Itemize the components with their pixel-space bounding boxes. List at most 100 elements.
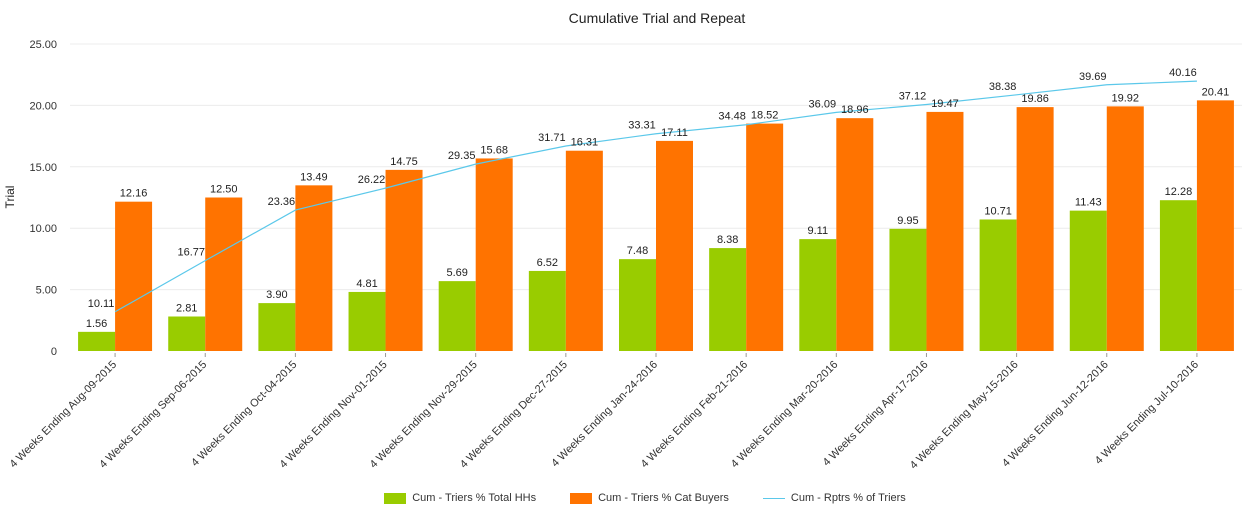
bar-triers-cat-buyers <box>656 140 693 351</box>
bar-triers-cat-buyers <box>295 185 333 351</box>
data-label-rptrs-of-triers: 31.71 <box>538 132 566 144</box>
data-label-triers-cat-buyers: 18.52 <box>751 110 779 122</box>
x-tick-label: 4 Weeks Ending Mar-20-2016 <box>729 359 841 471</box>
x-tick-label: 4 Weeks Ending Dec-27-2015 <box>458 359 570 471</box>
bar-triers-cat-buyers <box>1106 106 1144 351</box>
data-label-triers-cat-buyers: 18.96 <box>841 104 869 116</box>
bar-triers-cat-buyers <box>475 158 513 351</box>
legend-label: Cum - Triers % Total HHs <box>412 492 537 504</box>
data-label-rptrs-of-triers: 39.69 <box>1079 71 1107 83</box>
data-label-rptrs-of-triers: 29.35 <box>448 150 476 162</box>
data-label-rptrs-of-triers: 16.77 <box>177 247 205 259</box>
bar-triers-total-hhs <box>709 248 747 351</box>
x-tick-label: 4 Weeks Ending Apr-17-2016 <box>821 359 931 469</box>
y-tick-label: 25.00 <box>29 39 57 51</box>
legend-swatch-orange <box>570 492 593 504</box>
bar-triers-cat-buyers <box>565 150 603 351</box>
legend-swatch-line <box>762 497 785 499</box>
bar-triers-cat-buyers <box>115 201 153 351</box>
data-label-triers-total-hhs: 4.81 <box>356 278 377 290</box>
data-label-triers-total-hhs: 9.11 <box>808 225 829 237</box>
data-label-rptrs-of-triers: 36.09 <box>809 98 837 110</box>
data-label-triers-cat-buyers: 14.75 <box>390 156 418 168</box>
data-label-triers-total-hhs: 10.71 <box>984 205 1012 217</box>
x-tick-label: 4 Weeks Ending Nov-01-2015 <box>278 359 390 471</box>
bar-triers-total-hhs <box>168 316 206 351</box>
bar-triers-total-hhs <box>438 281 476 351</box>
y-tick-label: 0 <box>51 346 57 358</box>
data-label-triers-total-hhs: 6.52 <box>537 257 558 269</box>
bars <box>78 100 1234 351</box>
line-series <box>114 80 1198 313</box>
data-label-rptrs-of-triers: 34.48 <box>718 111 746 123</box>
data-label-triers-total-hhs: 9.95 <box>897 215 918 227</box>
data-label-rptrs-of-triers: 37.12 <box>899 90 927 102</box>
bar-triers-total-hhs <box>619 259 656 351</box>
bar-triers-total-hhs <box>1159 200 1197 351</box>
data-label-triers-cat-buyers: 12.50 <box>210 184 238 196</box>
data-label-triers-total-hhs: 7.48 <box>627 245 648 257</box>
data-label-triers-total-hhs: 8.38 <box>717 234 738 246</box>
bar-triers-cat-buyers <box>205 197 243 351</box>
chart-title: Cumulative Trial and Repeat <box>569 10 746 26</box>
y-tick-label: 10.00 <box>29 223 57 235</box>
bar-triers-cat-buyers <box>385 169 423 351</box>
legend-label: Cum - Triers % Cat Buyers <box>598 492 729 504</box>
x-tick-label: 4 Weeks Ending Jul-10-2016 <box>1093 359 1201 467</box>
x-tick-label: 4 Weeks Ending Oct-04-2015 <box>189 359 299 469</box>
legend-label: Cum - Rptrs % of Triers <box>790 492 906 504</box>
data-label-rptrs-of-triers: 38.38 <box>989 81 1017 93</box>
legend-item-rptrs-of-triers[interactable]: Cum - Rptrs % of Triers <box>762 492 906 504</box>
data-label-triers-total-hhs: 1.56 <box>86 318 107 330</box>
data-label-triers-total-hhs: 3.90 <box>266 289 287 301</box>
data-label-triers-total-hhs: 2.81 <box>176 302 197 314</box>
y-tick-label: 5.00 <box>36 285 57 297</box>
bar-triers-cat-buyers <box>746 123 784 351</box>
bar-triers-cat-buyers <box>926 111 964 351</box>
bar-triers-total-hhs <box>799 239 837 351</box>
data-label-triers-cat-buyers: 15.68 <box>480 144 508 156</box>
x-tick-label: 4 Weeks Ending Feb-21-2016 <box>639 359 751 471</box>
y-axis-ticks: 0 5.00 10.00 15.00 20.00 25.00 <box>29 39 57 358</box>
bar-triers-total-hhs <box>78 331 116 351</box>
bar-triers-total-hhs <box>979 219 1017 351</box>
data-label-triers-cat-buyers: 19.92 <box>1112 92 1140 104</box>
data-label-rptrs-of-triers: 33.31 <box>628 120 656 132</box>
legend: Cum - Triers % Total HHs Cum - Triers % … <box>0 488 1242 508</box>
x-tick-label: 4 Weeks Ending Jan-24-2016 <box>549 359 660 470</box>
x-tick-label: 4 Weeks Ending Nov-29-2015 <box>368 359 480 471</box>
data-label-triers-total-hhs: 5.69 <box>446 267 467 279</box>
bar-triers-cat-buyers <box>836 118 874 351</box>
data-label-rptrs-of-triers: 10.11 <box>88 298 115 310</box>
x-tick-label: 4 Weeks Ending May-15-2016 <box>908 359 1021 472</box>
data-label-triers-cat-buyers: 16.31 <box>571 137 599 149</box>
legend-swatch-green <box>384 492 407 504</box>
bar-triers-cat-buyers <box>1016 107 1054 351</box>
data-label-triers-cat-buyers: 20.41 <box>1202 86 1230 98</box>
bar-triers-cat-buyers <box>1196 100 1234 351</box>
legend-item-triers-cat-buyers[interactable]: Cum - Triers % Cat Buyers <box>570 492 729 504</box>
data-label-rptrs-of-triers: 40.16 <box>1169 67 1197 79</box>
bar-triers-total-hhs <box>528 270 566 351</box>
data-labels: 1.56 12.16 2.81 12.50 3.90 13.49 4.81 14.75 5.69… <box>86 67 1229 330</box>
bar-triers-total-hhs <box>1069 210 1107 351</box>
legend-item-triers-total-hhs[interactable]: Cum - Triers % Total HHs <box>384 492 536 504</box>
y-tick-label: 15.00 <box>29 162 57 174</box>
data-label-triers-total-hhs: 12.28 <box>1165 186 1193 198</box>
bar-triers-total-hhs <box>258 303 296 351</box>
data-label-triers-cat-buyers: 19.86 <box>1021 93 1049 105</box>
data-label-triers-cat-buyers: 17.11 <box>661 127 688 139</box>
y-axis-label: Trial <box>3 186 17 209</box>
data-label-rptrs-of-triers: 26.22 <box>358 174 386 186</box>
bar-triers-total-hhs <box>348 291 386 351</box>
data-label-triers-cat-buyers: 12.16 <box>120 188 148 200</box>
x-tick-label: 4 Weeks Ending Aug-09-2015 <box>7 359 119 471</box>
x-tick-label: 4 Weeks Ending Sep-06-2015 <box>97 359 209 471</box>
data-label-triers-total-hhs: 11.43 <box>1075 197 1102 209</box>
data-label-triers-cat-buyers: 19.47 <box>931 98 959 110</box>
x-tick-label: 4 Weeks Ending Jun-12-2016 <box>1000 359 1111 470</box>
y-tick-label: 20.00 <box>29 100 57 112</box>
bar-triers-total-hhs <box>889 228 927 351</box>
data-label-rptrs-of-triers: 23.36 <box>268 196 296 208</box>
